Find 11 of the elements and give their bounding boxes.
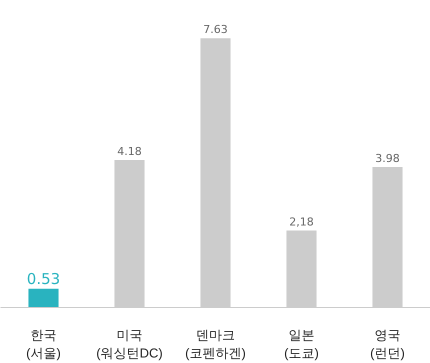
x-tick-label: 일본 (도쿄)	[284, 328, 319, 360]
data-label: 3.98	[375, 152, 400, 166]
data-label: 4.18	[117, 144, 142, 158]
x-tick-label: 영국 (런던)	[370, 328, 405, 360]
bar	[28, 288, 59, 308]
data-label: 7.63	[203, 23, 228, 36]
x-tick-label: 한국 (서울)	[26, 328, 61, 360]
x-tick-label: 미국 (워싱턴DC)	[96, 328, 163, 360]
data-label: 0.53	[26, 270, 60, 288]
x-tick-label: 덴마크 (코펜하겐)	[185, 328, 246, 360]
data-label: 2,18	[289, 216, 314, 229]
